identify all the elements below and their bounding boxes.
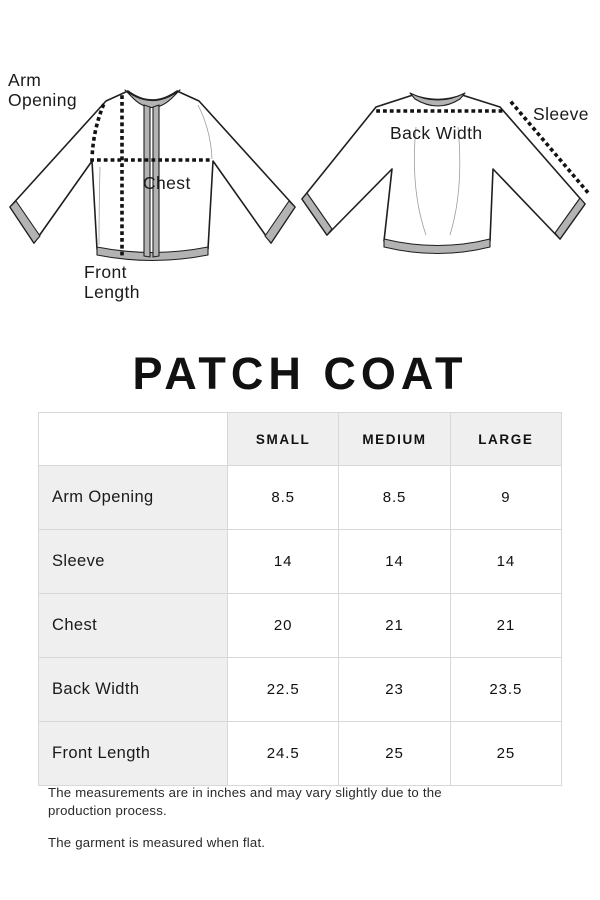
back-coat-drawing: Back Width Sleeve	[301, 92, 593, 254]
size-value-cell: 14	[338, 529, 451, 594]
size-value-cell: 20	[226, 593, 340, 658]
size-value-cell: 21	[449, 593, 563, 658]
size-value-cell: 24.5	[226, 721, 340, 786]
size-value-cell: 9	[449, 465, 563, 530]
table-row: Sleeve 14 14 14	[38, 529, 563, 594]
sleeve-measure-line	[509, 100, 593, 198]
row-label-sleeve: Sleeve	[38, 529, 228, 594]
column-header-large: LARGE	[449, 412, 563, 466]
arm-opening-label: Opening	[8, 90, 77, 110]
row-label-arm-opening: Arm Opening	[38, 465, 228, 530]
back-width-label: Back Width	[390, 123, 483, 143]
front-right-cuff	[264, 200, 296, 244]
size-value-cell: 14	[226, 529, 340, 594]
front-placket-left	[143, 104, 151, 258]
size-value-cell: 25	[449, 721, 563, 786]
front-length-label: Front	[84, 262, 127, 282]
size-value-cell: 21	[338, 593, 451, 658]
back-right-cuff	[554, 197, 586, 240]
garment-measurement-diagram: Arm Opening Chest Front Length Back Widt…	[8, 70, 593, 302]
chest-label: Chest	[143, 173, 191, 193]
arm-opening-measure-line	[90, 103, 106, 161]
back-hem-trim	[383, 238, 491, 254]
note-inches: The measurements are in inches and may v…	[48, 785, 442, 818]
front-length-label: Length	[84, 282, 140, 302]
product-title: PATCH COAT	[132, 348, 468, 399]
size-value-cell: 25	[338, 721, 451, 786]
size-value-cell: 8.5	[226, 465, 340, 530]
size-value-cell: 14	[449, 529, 563, 594]
size-value-cell: 8.5	[338, 465, 451, 530]
back-neck-trim	[409, 92, 466, 107]
measurement-notes: The measurements are in inches and may v…	[48, 784, 488, 865]
size-value-cell: 23	[338, 657, 451, 722]
table-row: Chest 20 21 21	[38, 593, 563, 658]
row-label-chest: Chest	[38, 593, 228, 658]
back-left-cuff	[301, 192, 333, 236]
size-chart-table: SMALL MEDIUM LARGE Arm Opening 8.5 8.5 9…	[38, 412, 563, 786]
front-neck-trim	[124, 89, 181, 109]
table-row: Arm Opening 8.5 8.5 9	[38, 465, 563, 530]
front-left-cuff	[9, 200, 41, 244]
front-placket-right	[152, 104, 160, 258]
table-row: Front Length 24.5 25 25	[38, 721, 563, 786]
column-header-medium: MEDIUM	[338, 412, 451, 466]
size-value-cell: 22.5	[226, 657, 340, 722]
table-row: Back Width 22.5 23 23.5	[38, 657, 563, 722]
row-label-back-width: Back Width	[38, 657, 228, 722]
sleeve-label: Sleeve	[533, 104, 589, 124]
table-corner-cell	[38, 412, 228, 466]
row-label-front-length: Front Length	[38, 721, 228, 786]
size-value-cell: 23.5	[449, 657, 563, 722]
front-coat-drawing: Arm Opening Chest Front Length	[8, 70, 296, 302]
table-header-row: SMALL MEDIUM LARGE	[38, 412, 563, 466]
note-flat: The garment is measured when flat.	[48, 834, 266, 850]
arm-opening-label: Arm	[8, 70, 41, 90]
column-header-small: SMALL	[226, 412, 340, 466]
